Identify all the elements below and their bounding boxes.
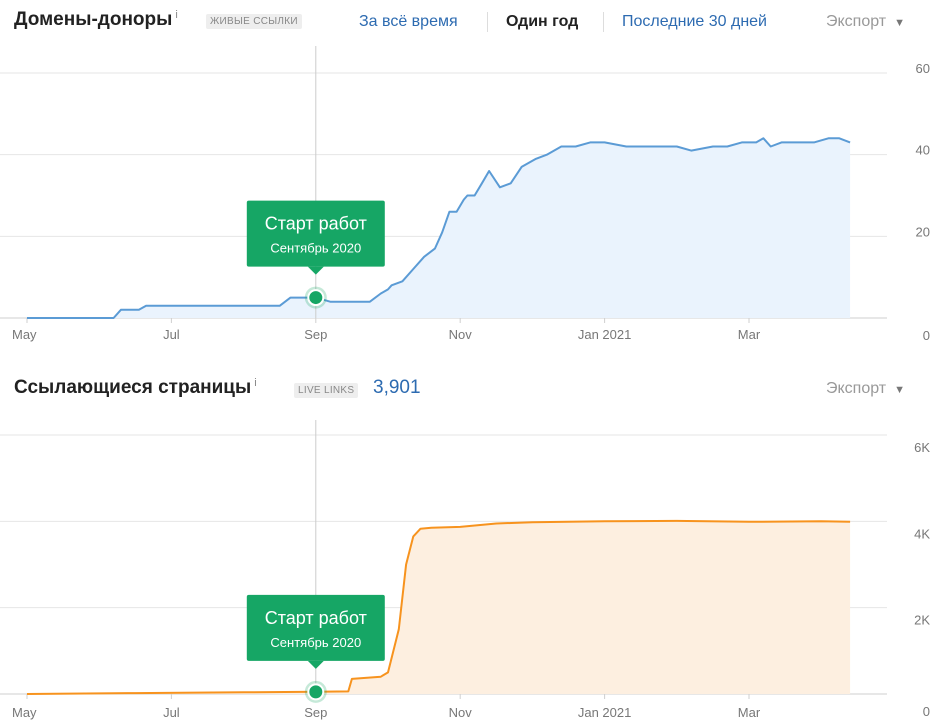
- export-label: Экспорт: [826, 380, 887, 397]
- x-tick-label: Nov: [449, 705, 473, 720]
- event-callout-pointer: [307, 660, 324, 669]
- x-tick-label: Sep: [304, 327, 327, 342]
- event-point: [307, 683, 325, 701]
- event-callout-title: Старт работ: [265, 214, 367, 234]
- range-one-year-button[interactable]: Один год: [506, 13, 579, 30]
- referring-domains-chart: 60 40 20 0 May Jul Sep Nov Jan 2021 Mar Старт рабо…: [0, 46, 930, 343]
- caret-down-icon: ▼: [894, 17, 906, 29]
- range-last-30-days-button[interactable]: Последние 30 дней: [622, 13, 767, 30]
- live-links-badge: LIVE LINKS: [294, 383, 359, 398]
- referring-pages-chart: 6K 4K 2K 0 May Jul Sep Nov Jan 2021 Mar Старт рабо…: [0, 420, 930, 720]
- y-tick-label: 60: [916, 61, 930, 76]
- x-tick-label: Mar: [738, 327, 761, 342]
- x-tick-label: Jul: [163, 327, 180, 342]
- y-tick-label: 0: [923, 328, 930, 343]
- range-divider: [487, 12, 488, 32]
- export-label: Экспорт: [826, 13, 887, 30]
- referring-pages-count: 3,901: [373, 377, 421, 398]
- x-tick-label: Jan 2021: [578, 327, 632, 342]
- event-callout-title: Старт работ: [265, 608, 367, 628]
- export-button[interactable]: Экспорт ▼: [826, 13, 905, 31]
- range-all-time-button[interactable]: За всё время: [359, 13, 458, 30]
- event-callout-subtitle: Сентябрь 2020: [270, 241, 361, 256]
- series-area: [27, 138, 851, 318]
- referring-pages-title-text: Ссылающиеся страницы: [14, 377, 252, 398]
- info-icon[interactable]: i: [175, 9, 178, 21]
- x-tick-label: May: [12, 327, 37, 342]
- event-callout-box: [246, 594, 385, 661]
- x-tick-label: Jul: [163, 705, 180, 720]
- info-icon[interactable]: i: [254, 377, 257, 389]
- y-tick-label: 20: [916, 224, 930, 239]
- referring-domains-title-text: Домены-доноры: [14, 9, 173, 30]
- x-tick-label: Jan 2021: [578, 705, 632, 720]
- referring-pages-header: Ссылающиеся страницы i LIVE LINKS 3,901 Э…: [0, 366, 943, 406]
- event-callout-box: [246, 200, 385, 267]
- export-button[interactable]: Экспорт ▼: [826, 380, 905, 398]
- referring-domains-title: Домены-доноры i: [14, 9, 178, 31]
- y-tick-label: 6K: [914, 440, 930, 455]
- referring-domains-header: Домены-доноры i ЖИВЫЕ ССЫЛКИ За всё время…: [0, 0, 943, 40]
- x-tick-label: May: [12, 705, 37, 720]
- referring-pages-title: Ссылающиеся страницы i: [14, 377, 257, 399]
- series-line: [26, 519, 851, 695]
- y-tick-label: 2K: [914, 613, 930, 628]
- x-tick-label: Mar: [738, 705, 761, 720]
- caret-down-icon: ▼: [894, 384, 906, 396]
- x-tick-label: Nov: [449, 327, 473, 342]
- event-callout-pointer: [307, 266, 324, 275]
- y-tick-label: 0: [923, 704, 930, 719]
- event-callout-subtitle: Сентябрь 2020: [270, 635, 361, 650]
- event-point: [307, 289, 325, 307]
- range-divider: [603, 12, 604, 32]
- live-links-badge: ЖИВЫЕ ССЫЛКИ: [206, 14, 302, 29]
- y-tick-label: 40: [916, 143, 930, 158]
- y-tick-label: 4K: [914, 526, 930, 541]
- x-tick-label: Sep: [304, 705, 327, 720]
- series-area: [27, 520, 851, 694]
